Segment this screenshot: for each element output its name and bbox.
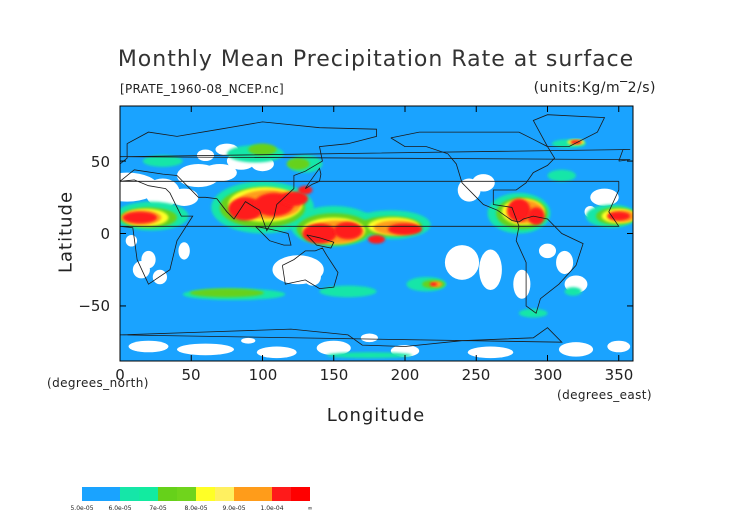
- dry-region: [556, 250, 574, 275]
- colorbar-segment-6: [196, 487, 215, 501]
- colorbar-segment-11: [291, 487, 310, 501]
- colorbar-label-5: 1.0e-04: [260, 505, 284, 512]
- units-label: (units:Kg/m‾2/s): [533, 80, 656, 96]
- coastline-1: [120, 121, 377, 232]
- x-axis-label: Longitude: [326, 405, 426, 426]
- precip-level-red: [333, 221, 363, 240]
- colorbar-label-3: 8.0e-05: [184, 505, 208, 512]
- precip-level-red: [507, 198, 531, 222]
- dry-region: [177, 343, 234, 356]
- precip-level-red: [429, 282, 438, 286]
- precip-level-red: [387, 223, 423, 235]
- coastline-6: [304, 167, 322, 189]
- colorbar-segment-7: [215, 487, 234, 501]
- colorbar-segment-4: [158, 487, 177, 501]
- colorbar-segment-0: [82, 487, 101, 501]
- y-tick-0: 0: [100, 225, 110, 243]
- colorbar-label-2: 7e-05: [149, 505, 167, 512]
- x-tick-100: 100: [248, 366, 278, 384]
- precip-level-cyan: [326, 352, 413, 359]
- x-tick-250: 250: [461, 366, 491, 384]
- dry-region: [590, 188, 619, 206]
- x-tick-200: 200: [390, 366, 420, 384]
- y-tick-minus50: −50: [78, 297, 110, 315]
- colorbar-segment-1: [101, 487, 120, 501]
- colorbar-label-0: 5.0e-05: [70, 505, 94, 512]
- coastline-5: [120, 327, 563, 347]
- x-tick-350: 350: [604, 366, 634, 384]
- dry-region: [538, 243, 557, 259]
- precip-level-red: [367, 234, 386, 244]
- dry-region: [141, 250, 156, 269]
- precip-level-red: [527, 207, 545, 225]
- dry-region: [607, 340, 631, 353]
- dry-region: [479, 249, 502, 291]
- colorbar-label-4: 9.0e-05: [222, 505, 246, 512]
- coastline-7: [255, 225, 292, 246]
- coastline-0: [120, 179, 620, 285]
- dry-region: [152, 269, 168, 285]
- dry-region: [169, 188, 199, 206]
- colorbar-segment-5: [177, 487, 196, 501]
- dry-region: [360, 333, 378, 343]
- dry-region: [558, 342, 594, 357]
- colorbar-segment-3: [139, 487, 158, 501]
- colorbar-segment-10: [272, 487, 291, 501]
- dry-region: [467, 346, 514, 359]
- dry-region: [241, 337, 256, 344]
- precip-level-red: [298, 185, 313, 195]
- x-tick-0: 0: [115, 366, 125, 384]
- dry-region: [444, 245, 480, 280]
- dataset-label: [PRATE_1960-08_NCEP.nc]: [120, 82, 285, 96]
- precip-level-green: [248, 143, 277, 156]
- x-tick-50: 50: [181, 366, 201, 384]
- precip-level-red: [302, 223, 337, 244]
- y-tick-50: 50: [90, 153, 110, 171]
- colorbar-label-1: 6.0e-05: [108, 505, 132, 512]
- precip-level-cyan: [564, 287, 582, 296]
- dry-region: [513, 269, 531, 299]
- precip-level-cyan: [142, 155, 183, 167]
- y-units-label: (degrees_north): [47, 376, 149, 390]
- coastline-2: [282, 247, 339, 290]
- x-tick-150: 150: [319, 366, 349, 384]
- precip-level-red: [122, 211, 158, 224]
- precip-level-red: [607, 211, 631, 221]
- dry-region: [303, 268, 321, 286]
- chart-title: Monthly Mean Precipitation Rate at surfa…: [117, 47, 635, 72]
- colorbar-segment-9: [253, 487, 272, 501]
- colorbar-segment-8: [234, 487, 253, 501]
- dry-region: [471, 174, 495, 192]
- coastline-9: [120, 149, 631, 162]
- precip-level-cyan: [319, 285, 377, 298]
- precip-level-cyan: [547, 169, 576, 182]
- dry-region: [202, 163, 237, 182]
- colorbar-segment-2: [120, 487, 139, 501]
- dry-region: [178, 242, 190, 260]
- colorbar: [82, 487, 310, 501]
- y-axis-label: Latitude: [55, 190, 77, 274]
- coastline-4: [532, 114, 606, 147]
- colorbar-label-6: ∞: [307, 505, 313, 512]
- x-units-label: (degrees_east): [557, 388, 652, 402]
- precip-level-green: [286, 158, 310, 170]
- x-tick-300: 300: [533, 366, 563, 384]
- precip-level-cyan: [519, 308, 548, 318]
- precip-level-green: [189, 288, 264, 298]
- dry-region: [128, 340, 169, 353]
- dry-region: [256, 346, 297, 359]
- dry-region: [316, 340, 351, 356]
- coastline-8: [306, 234, 335, 249]
